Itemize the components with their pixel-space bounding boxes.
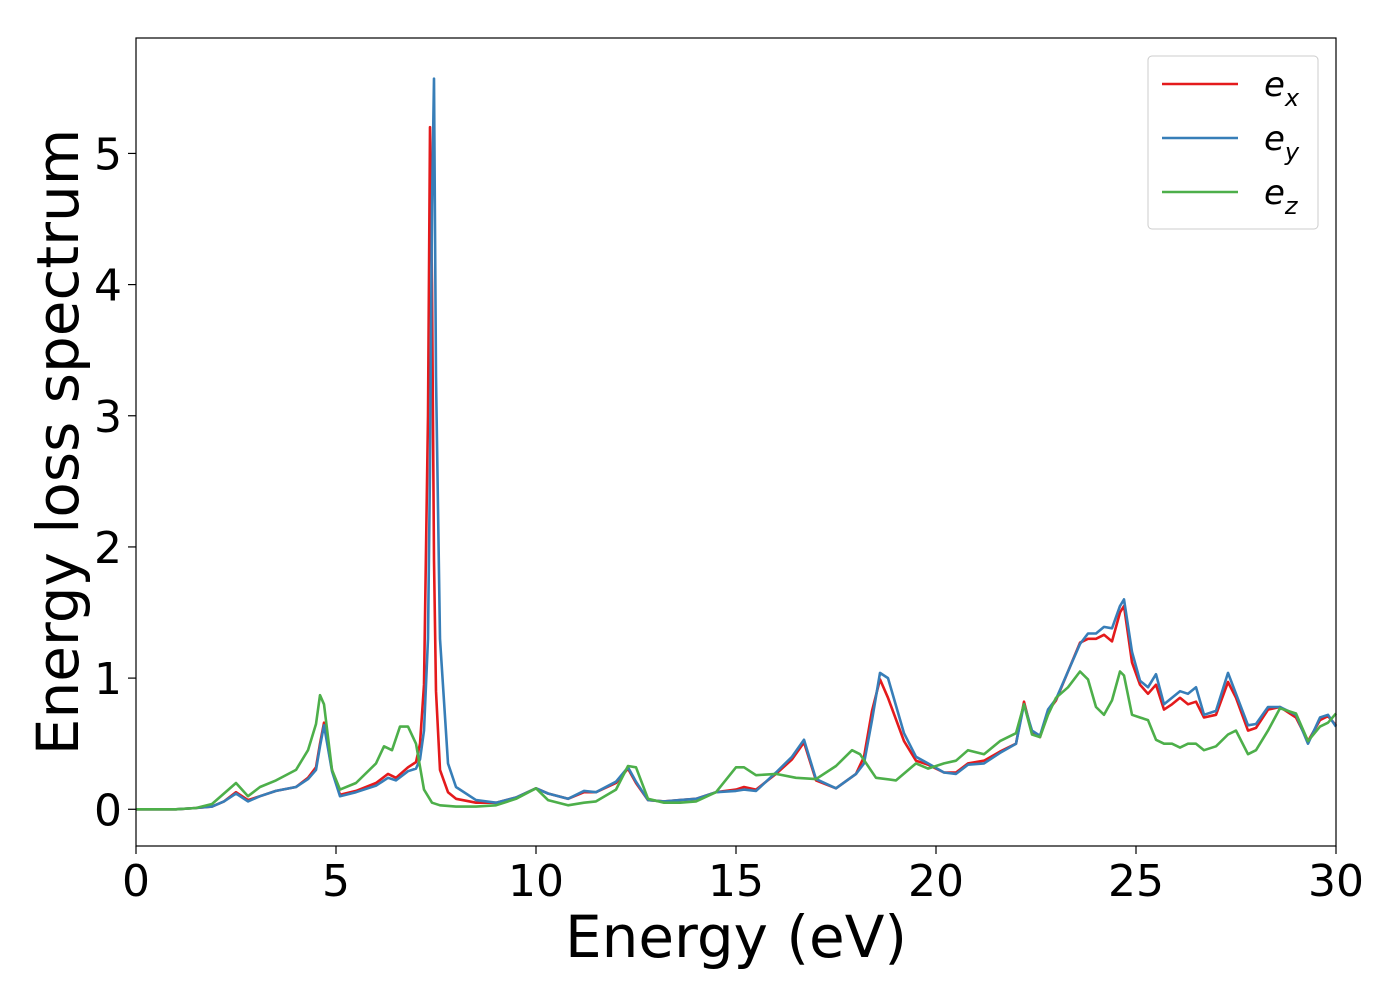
plot-area-background (136, 38, 1336, 846)
x-tick-label: 10 (508, 856, 564, 907)
x-tick-label: 5 (322, 856, 350, 907)
series-line-x (136, 125, 1337, 811)
series-line-z (136, 670, 1337, 811)
y-tick-label: 5 (94, 129, 122, 180)
x-tick-label: 30 (1308, 856, 1364, 907)
series-layer (136, 77, 1338, 811)
series-line-y (136, 77, 1338, 811)
x-axis-title: Energy (eV) (565, 903, 907, 971)
legend-label-x: ex (1264, 65, 1300, 112)
legend-label-base: e (1264, 173, 1285, 213)
y-tick-label: 3 (94, 392, 122, 443)
legend-label-base: e (1264, 65, 1285, 105)
y-tick-label: 0 (94, 785, 122, 836)
y-tick-label: 1 (94, 654, 122, 705)
x-tick-label: 20 (908, 856, 964, 907)
legend-box (1147, 55, 1319, 230)
y-tick-label: 4 (94, 261, 122, 312)
legend-label-subscript: z (1284, 192, 1299, 220)
x-axis: 0 5 10 15 20 25 30 (122, 846, 1364, 907)
y-axis: 0 1 2 3 4 5 (94, 129, 136, 836)
legend-label-z: ez (1264, 173, 1299, 220)
legend-label-base: e (1264, 119, 1285, 159)
y-tick-label: 2 (94, 523, 122, 574)
y-axis-title: Energy loss spectrum (24, 129, 92, 755)
legend-label-y: ey (1264, 119, 1300, 166)
x-tick-label: 0 (122, 856, 150, 907)
legend-label-subscript: x (1284, 84, 1300, 112)
legend-label-subscript: y (1284, 138, 1300, 166)
x-tick-label: 15 (708, 856, 764, 907)
x-tick-label: 25 (1108, 856, 1164, 907)
